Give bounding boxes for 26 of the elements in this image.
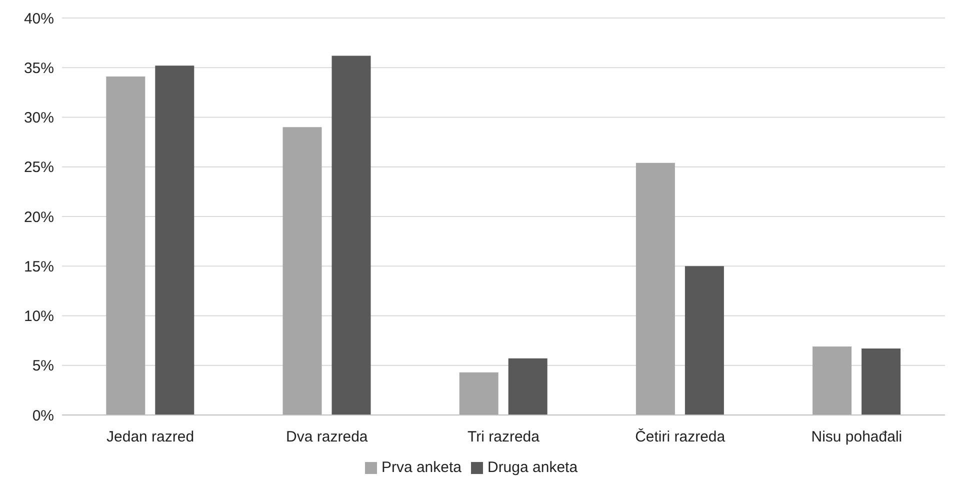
y-tick-label: 0% xyxy=(32,407,54,424)
x-tick-label: Četiri razreda xyxy=(635,428,726,446)
y-tick-label: 15% xyxy=(24,258,54,276)
bar xyxy=(459,372,498,415)
y-tick-label: 30% xyxy=(24,110,54,127)
bar xyxy=(508,358,548,415)
bar xyxy=(862,348,901,415)
bar xyxy=(684,266,724,415)
y-tick-label: 5% xyxy=(32,358,54,375)
bar xyxy=(155,66,194,415)
bar xyxy=(332,56,371,415)
legend-label: Druga anketa xyxy=(487,459,578,476)
y-tick-label: 25% xyxy=(24,159,54,176)
x-tick-label: Tri razreda xyxy=(468,428,540,446)
y-tick-label: 10% xyxy=(24,308,54,326)
bar xyxy=(282,127,322,415)
y-tick-label: 35% xyxy=(24,60,54,77)
bar xyxy=(106,76,146,415)
y-tick-label: 20% xyxy=(24,208,54,226)
bar xyxy=(812,346,852,415)
legend-label: Prva anketa xyxy=(381,459,462,476)
x-tick-label: Jedan razred xyxy=(106,428,194,446)
x-tick-label: Nisu pohađali xyxy=(811,428,902,446)
x-tick-label: Dva razreda xyxy=(286,428,368,446)
y-tick-label: 40% xyxy=(24,10,54,28)
bar xyxy=(636,162,675,415)
